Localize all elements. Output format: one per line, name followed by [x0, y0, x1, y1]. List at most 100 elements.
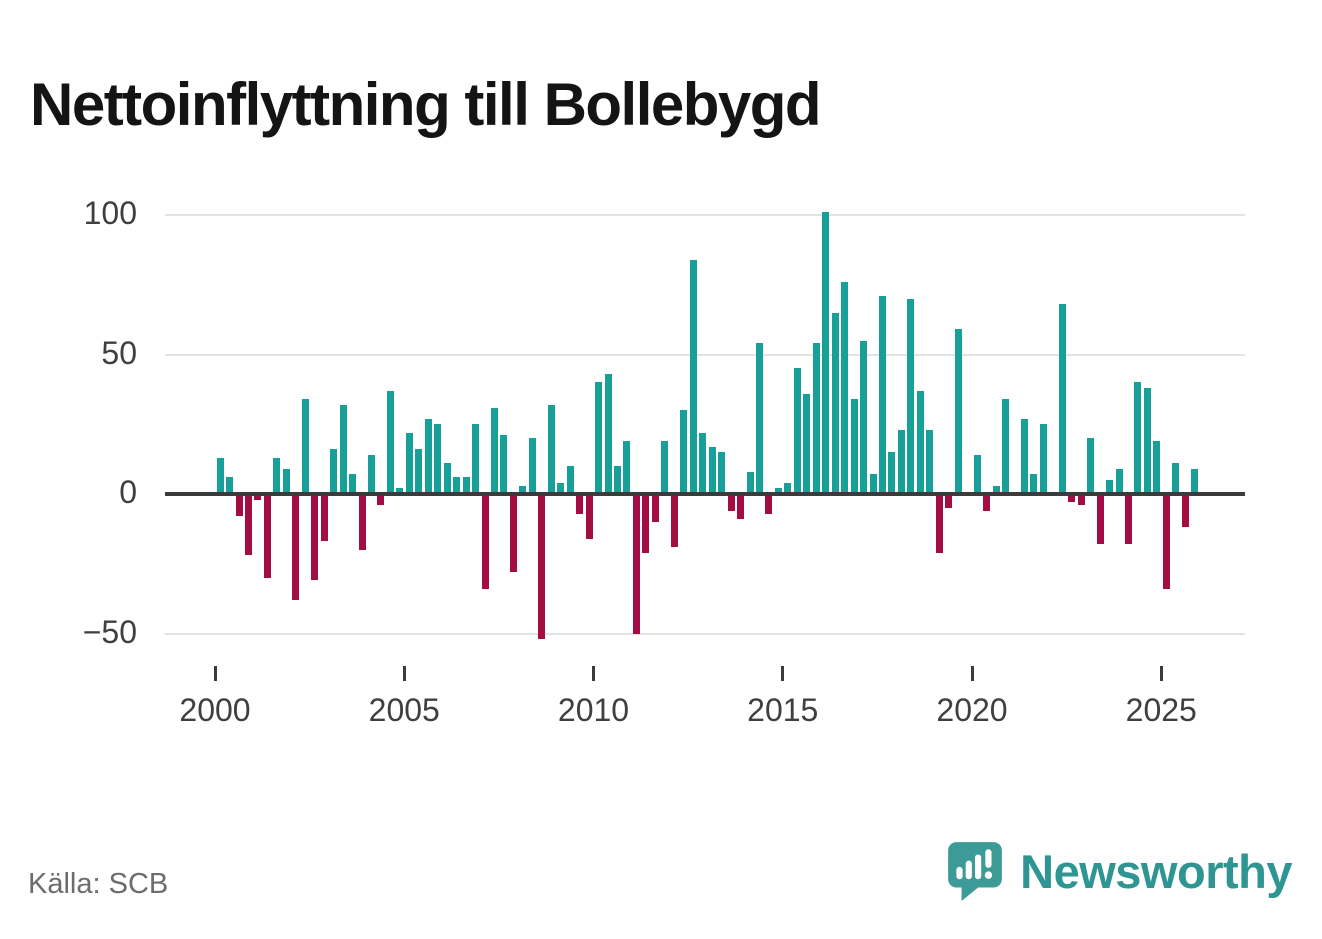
x-tick-2015: [781, 666, 785, 681]
newsworthy-logo: Newsworthy: [946, 840, 1292, 902]
newsworthy-wordmark: Newsworthy: [1020, 844, 1292, 898]
bar-2025-q2: [1172, 463, 1180, 494]
bar-2003-q4: [358, 494, 366, 550]
bar-2013-q2: [718, 452, 726, 494]
bar-2008-q3: [538, 494, 546, 640]
bar-2009-q2: [566, 466, 574, 494]
x-tick-label-2020: 2020: [936, 692, 1008, 728]
bar-2009-q1: [557, 482, 565, 494]
bar-2019-q3: [954, 329, 962, 494]
bar-2002-q3: [311, 494, 319, 581]
gridline-−50: [165, 632, 1245, 635]
gridline-100: [165, 214, 1245, 216]
bar-2003-q2: [339, 404, 347, 494]
bar-2001-q1: [254, 494, 262, 500]
bar-2007-q1: [481, 494, 489, 589]
y-tick-label-−50: −50: [82, 613, 137, 650]
bar-2015-q3: [803, 393, 811, 494]
bar-2024-q3: [1143, 387, 1151, 494]
bar-2018-q2: [907, 298, 915, 494]
bar-2018-q3: [916, 390, 924, 494]
bar-2007-q4: [509, 494, 517, 573]
bar-2023-q1: [1087, 438, 1095, 494]
bar-2017-q2: [869, 474, 877, 494]
bar-2016-q4: [850, 399, 858, 494]
bar-2020-q3: [992, 485, 1000, 494]
bar-2022-q3: [1068, 494, 1076, 503]
bar-2021-q4: [1039, 424, 1047, 494]
bar-2006-q1: [443, 463, 451, 494]
bar-2000-q4: [244, 494, 252, 556]
bar-2011-q2: [642, 494, 650, 553]
x-tick-2005: [402, 666, 406, 681]
bar-2000-q3: [235, 494, 243, 517]
axis-zero-line: [165, 492, 1245, 496]
bar-2013-q4: [737, 494, 745, 520]
bar-2011-q3: [651, 494, 659, 522]
bar-2018-q1: [897, 429, 905, 494]
bar-2018-q4: [926, 429, 934, 494]
newsworthy-logo-icon: [948, 842, 1003, 901]
x-tick-label-2000: 2000: [179, 692, 251, 728]
bar-2016-q1: [822, 212, 830, 494]
bar-2008-q1: [519, 485, 527, 494]
bar-2002-q4: [320, 494, 328, 542]
bar-2015-q1: [784, 482, 792, 494]
bar-2025-q4: [1191, 468, 1199, 494]
x-tick-label-2025: 2025: [1125, 692, 1197, 728]
bar-2023-q3: [1106, 480, 1114, 494]
bar-2004-q2: [377, 494, 385, 506]
bar-2007-q3: [500, 435, 508, 494]
x-tick-2020: [970, 666, 974, 681]
bar-2001-q3: [273, 457, 281, 494]
bar-2014-q4: [774, 488, 782, 494]
bar-2016-q2: [831, 312, 839, 494]
bar-2024-q2: [1134, 382, 1142, 494]
bar-2009-q3: [576, 494, 584, 514]
bar-2005-q4: [434, 424, 442, 494]
bar-2012-q3: [689, 259, 697, 494]
bar-2019-q2: [945, 494, 953, 508]
bar-2003-q1: [330, 449, 338, 494]
bar-2019-q1: [935, 494, 943, 553]
bar-2025-q1: [1162, 494, 1170, 589]
bar-2005-q3: [424, 418, 432, 494]
bar-2003-q3: [349, 474, 357, 494]
bar-2022-q2: [1058, 304, 1066, 494]
bar-2017-q1: [860, 340, 868, 494]
bar-2002-q2: [301, 399, 309, 494]
bar-2021-q3: [1030, 474, 1038, 494]
bar-2006-q4: [472, 424, 480, 494]
bar-2005-q2: [415, 449, 423, 494]
bar-2017-q3: [878, 295, 886, 494]
x-tick-label-2015: 2015: [747, 692, 819, 728]
y-tick-label-0: 0: [119, 474, 137, 511]
bar-2007-q2: [491, 407, 498, 494]
bar-2020-q1: [973, 454, 981, 494]
bar-2010-q1: [595, 382, 603, 494]
x-tick-label-2005: 2005: [368, 692, 440, 728]
bar-2024-q1: [1125, 494, 1132, 545]
bar-2020-q2: [983, 494, 991, 511]
bar-2013-q1: [708, 446, 716, 494]
bar-2014-q1: [746, 471, 754, 494]
y-tick-label-50: 50: [101, 334, 137, 371]
bar-2005-q1: [405, 432, 413, 494]
bar-2025-q3: [1181, 494, 1189, 528]
bar-2014-q2: [755, 343, 763, 494]
bar-2017-q4: [888, 452, 896, 494]
bar-2000-q2: [226, 477, 234, 494]
bar-2009-q4: [585, 494, 593, 539]
bar-2015-q2: [793, 368, 801, 494]
bar-2012-q2: [680, 410, 688, 494]
bar-2011-q4: [661, 440, 669, 494]
bar-2016-q3: [841, 281, 849, 494]
bar-2000-q1: [216, 457, 224, 494]
chart-title: Nettoinflyttning till Bollebygd: [30, 71, 822, 139]
x-tick-2025: [1159, 666, 1163, 681]
bar-2023-q4: [1115, 468, 1123, 494]
bar-2014-q3: [765, 494, 773, 514]
bar-2010-q3: [614, 466, 622, 494]
bar-2012-q1: [670, 494, 678, 547]
bar-2004-q3: [386, 390, 394, 494]
